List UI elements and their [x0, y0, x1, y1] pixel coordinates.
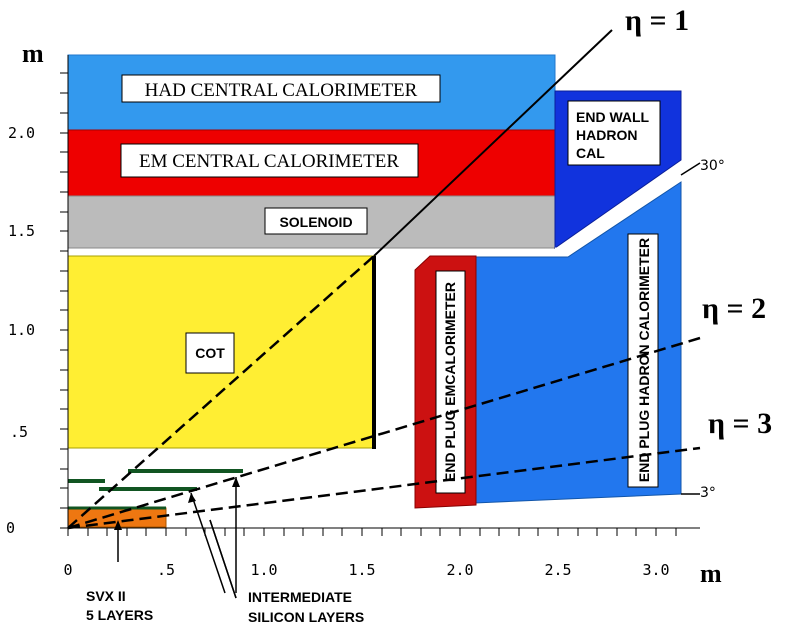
em-central-label: EM CENTRAL CALORIMETER	[139, 151, 399, 172]
thirty-degree-boundary	[555, 168, 698, 251]
pointer-arrowhead	[188, 493, 196, 503]
eta1-label: η = 1	[625, 4, 689, 37]
intermediate-label-line1: INTERMEDIATE	[248, 589, 352, 605]
solenoid-label-box	[264, 207, 368, 235]
pointer-arrowhead	[114, 520, 122, 530]
end-plug-em-label-box	[435, 270, 466, 494]
pointer-lines	[117, 477, 237, 599]
end-plug-em-label: END PLUG EMCALORIMETER	[442, 282, 458, 482]
y-axis-unit: m	[22, 39, 44, 68]
eta2-line-dashed	[67, 336, 701, 530]
x-tick-label: 1.5	[348, 561, 375, 579]
em-central-label-box	[120, 143, 419, 178]
x-axis	[67, 527, 700, 536]
x-tick-label: 2.0	[446, 561, 473, 579]
eta2-label: η = 2	[702, 292, 766, 325]
y-tick-label: .5	[10, 423, 28, 441]
y-tick-label: 2.0	[8, 124, 35, 142]
y-tick-label: 0	[6, 519, 15, 537]
end-wall-label-box	[567, 100, 661, 166]
end-plug-hadron-label-box	[627, 233, 659, 488]
x-tick-label: 2.5	[544, 561, 571, 579]
svx-label-line1: SVX II	[86, 588, 126, 604]
eta3-label: η = 3	[708, 407, 772, 440]
had-central-label-box	[121, 74, 441, 103]
intermediate-label-line2: SILICON LAYERS	[248, 609, 364, 625]
x-tick-label: 3.0	[642, 561, 669, 579]
thirty-degree-marker	[680, 162, 701, 176]
cot-label-box	[185, 332, 235, 374]
end-wall-label-line2: HADRON	[576, 127, 637, 143]
y-axis	[60, 55, 69, 529]
svx-label-line2: 5 LAYERS	[86, 607, 153, 623]
angle-3-label: 3°	[700, 485, 716, 501]
x-tick-label: .5	[157, 561, 175, 579]
pointer-arrowhead	[232, 477, 240, 487]
end-plug-hadron-label: END PLUG HADRON CALORIMETER	[636, 238, 652, 482]
x-axis-unit: m	[700, 559, 722, 588]
eta1-line-solid	[373, 29, 613, 257]
x-tick-label: 1.0	[250, 561, 277, 579]
cot-label: COT	[195, 345, 225, 361]
angle-30-label: 30°	[700, 158, 725, 174]
y-tick-label: 1.5	[8, 222, 35, 240]
y-tick-label: 1.0	[8, 321, 35, 339]
end-wall-label-line3: CAL	[576, 145, 605, 161]
x-tick-label: 0	[63, 561, 72, 579]
had-central-label: HAD CENTRAL CALORIMETER	[145, 80, 418, 101]
eta1-line-dashed	[67, 255, 375, 529]
solenoid-label: SOLENOID	[279, 214, 352, 230]
eta3-line-dashed	[67, 446, 701, 530]
end-wall-label-line1: END WALL	[576, 109, 650, 125]
eta-lines	[67, 29, 701, 530]
